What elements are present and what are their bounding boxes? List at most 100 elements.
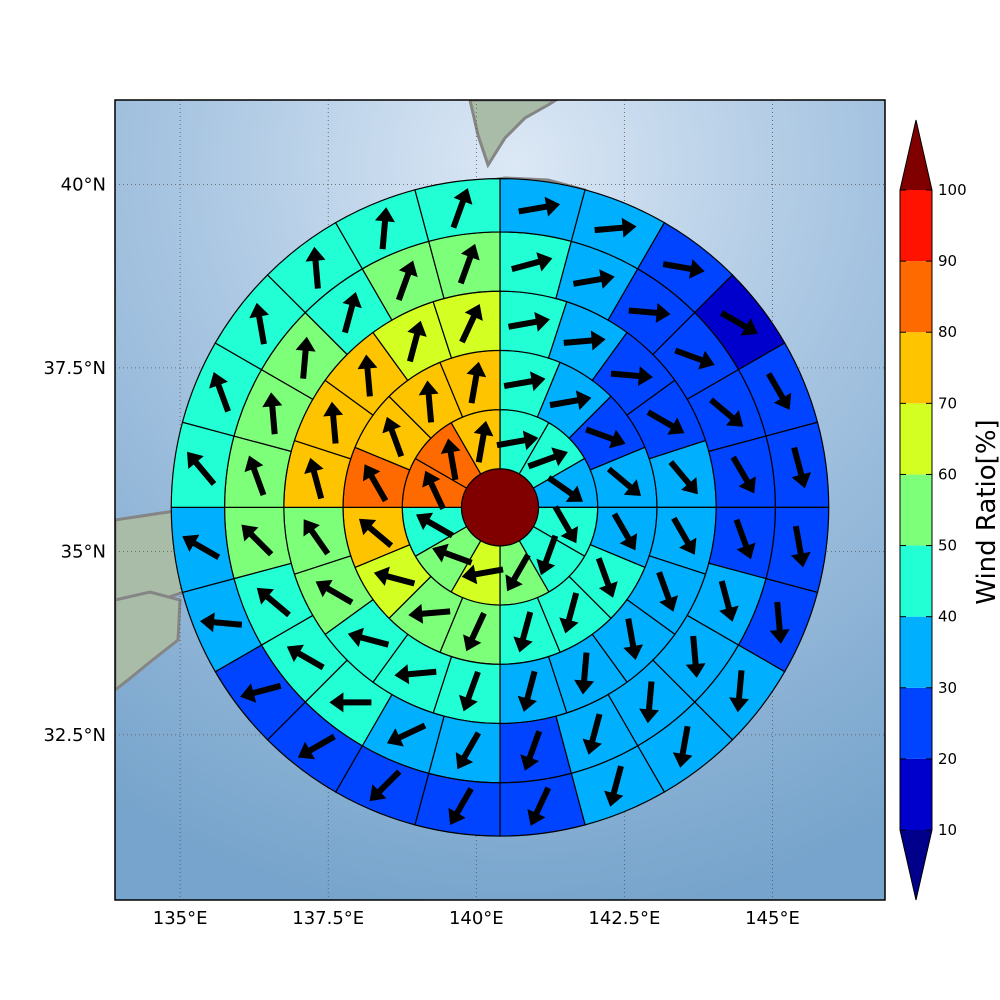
wind-arrow: [505, 553, 531, 592]
wind-arrow: [315, 579, 354, 606]
colorbar-tick-label: 70: [938, 394, 957, 412]
wind-arrow: [646, 409, 685, 435]
wind-arrow: [461, 564, 504, 585]
wind-arrow: [463, 611, 487, 652]
colorbar-tick-label: 80: [938, 323, 957, 341]
wind-arrow: [408, 603, 451, 624]
wind-arrow: [305, 246, 326, 289]
wind-arrow: [496, 430, 539, 451]
wind-arrow: [448, 787, 474, 825]
wind-arrow: [209, 372, 231, 413]
wind-arrow: [611, 512, 638, 551]
wind-arrow: [582, 713, 603, 755]
wind-arrow: [418, 380, 439, 423]
wind-arrow: [563, 330, 606, 351]
colorbar: 10 20 30 40 50 60 70 80 90 100: [899, 119, 967, 901]
wind-arrow: [790, 525, 811, 568]
ring-sector: [170, 421, 235, 508]
wind-arrow: [546, 475, 583, 502]
colorbar-segment: [900, 545, 932, 617]
colorbar-segment: [900, 332, 932, 404]
wind-arrow: [373, 566, 416, 587]
wind-arrow: [606, 466, 641, 496]
wind-arrow: [295, 336, 316, 379]
wind-arrow: [256, 587, 291, 618]
colorbar-tick-label: 40: [938, 608, 957, 626]
colorbar-segment: [900, 190, 932, 262]
wind-arrow: [347, 627, 390, 648]
wind-arrow: [720, 310, 758, 336]
wind-arrow: [511, 252, 553, 272]
wind-arrow: [503, 371, 546, 392]
wind-arrow: [187, 451, 217, 486]
wind-arrow: [730, 455, 756, 494]
colorbar-tick-label: 60: [938, 465, 957, 483]
wind-arrow: [766, 372, 792, 410]
axes-frame: [114, 99, 886, 901]
wind-arrow: [286, 644, 325, 671]
wind-arrow: [610, 366, 653, 386]
wind-arrow: [386, 722, 427, 747]
wind-arrow: [422, 470, 446, 510]
wind-arrow: [628, 303, 671, 323]
wind-arrow: [552, 505, 578, 544]
wind-arrow: [549, 390, 592, 411]
wind-arrow: [240, 682, 282, 703]
wind-arrow: [508, 312, 550, 332]
wind-arrow: [450, 188, 473, 229]
wind-arrow: [668, 460, 698, 495]
wind-arrow: [662, 259, 705, 279]
wind-arrow: [297, 733, 336, 760]
wind-arrow: [733, 518, 756, 560]
wind-arrow: [455, 731, 481, 770]
colorbar-tick-label: 100: [938, 181, 967, 199]
x-tick-label: 145°E: [745, 908, 800, 929]
center-circle: [460, 468, 540, 547]
colorbar-segment: [900, 403, 932, 475]
wind-arrow: [595, 557, 618, 598]
wind-arrow: [303, 519, 331, 556]
wind-arrow: [432, 543, 473, 566]
wind-arrow: [518, 196, 561, 217]
colorbar-tick-label: 30: [938, 679, 957, 697]
wind-arrow: [394, 664, 437, 685]
wind-arrow: [685, 635, 706, 678]
colorbar-tick-label: 20: [938, 750, 957, 768]
wind-arrow: [729, 670, 749, 713]
wind-arrow: [473, 420, 494, 463]
wind-arrow: [623, 618, 643, 660]
wind-arrow: [323, 401, 344, 444]
wind-arrow: [357, 354, 378, 397]
colorbar-under-triangle: [900, 830, 932, 900]
colorbar-segment: [900, 687, 932, 759]
wind-arrow: [574, 652, 595, 695]
colorbar-segment: [900, 758, 932, 830]
x-tick-label: 137.5°E: [292, 908, 364, 929]
colorbar-tick-label: 10: [938, 821, 957, 839]
y-tick-label: 35°N: [61, 541, 106, 562]
map-axes: [114, 99, 886, 901]
colorbar-tick-label: 50: [938, 537, 957, 555]
ring-sector: [414, 772, 501, 837]
wind-arrow: [362, 464, 389, 503]
colorbar-segment: [900, 474, 932, 546]
wind-arrow: [249, 302, 269, 345]
x-tick-label: 142.5°E: [588, 908, 660, 929]
wind-arrow: [395, 260, 418, 301]
wind-arrow: [656, 571, 678, 612]
x-tick-label: 140°E: [449, 908, 504, 929]
colorbar-tick-label: 90: [938, 252, 957, 270]
wind-arrow: [709, 397, 744, 427]
wind-arrow: [671, 516, 697, 555]
wind-arrow: [359, 518, 394, 548]
x-tick-labels: 135°E 137.5°E 140°E 142.5°E 145°E: [153, 908, 800, 929]
wind-arrow: [375, 207, 395, 250]
land-shikoku-kyushu: [115, 590, 182, 692]
wind-arrows: [182, 188, 811, 826]
wind-arrow: [459, 304, 483, 344]
colorbar-label: Wind Ratio[%]: [972, 419, 1000, 604]
wind-arrow: [329, 692, 372, 713]
wind-arrow: [342, 292, 362, 334]
wind-arrow: [241, 524, 274, 557]
